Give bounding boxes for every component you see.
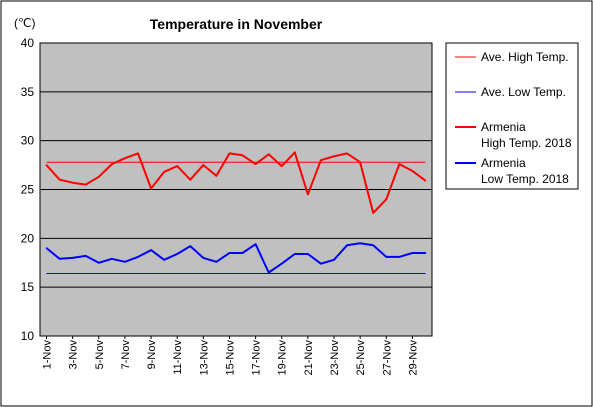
legend-box [445, 42, 579, 190]
y-tick-label: 30 [21, 134, 35, 148]
data-point [267, 271, 270, 274]
x-tick-label: 9-Nov [146, 340, 158, 370]
data-point [124, 157, 126, 160]
data-point [124, 260, 126, 263]
data-point [176, 165, 178, 167]
data-point [45, 247, 48, 249]
series-line-2 [45, 151, 427, 214]
data-point [411, 170, 414, 172]
legend-label: Armenia [481, 156, 526, 170]
x-tick-label: 23-Nov [329, 340, 341, 376]
data-point [98, 176, 100, 178]
series-line-3 [45, 242, 426, 274]
x-tick-label: 15-Nov [224, 340, 236, 376]
data-point [176, 253, 178, 255]
data-point [411, 252, 414, 254]
data-point [385, 256, 388, 258]
y-tick-label: 20 [21, 231, 35, 245]
data-point [189, 178, 192, 181]
data-point [320, 159, 322, 161]
x-tick-label: 29-Nov [407, 340, 419, 376]
legend-label: Ave. Low Temp. [481, 85, 566, 99]
data-point [98, 261, 100, 264]
data-point [84, 183, 87, 186]
chart-title: Temperature in November [150, 16, 323, 32]
data-point [280, 165, 283, 167]
x-tick-label: 13-Nov [198, 340, 210, 376]
data-point [398, 163, 401, 165]
x-tick-label: 21-Nov [303, 340, 315, 376]
data-point [346, 244, 348, 246]
legend-label: Armenia [481, 120, 526, 134]
data-point [267, 153, 270, 156]
y-tick-label: 25 [21, 183, 35, 197]
data-point [372, 212, 375, 214]
data-point [45, 164, 48, 166]
x-tick-label: 27-Nov [381, 340, 393, 376]
data-point [58, 258, 61, 260]
y-tick-label: 35 [21, 85, 35, 99]
data-point [385, 198, 388, 201]
x-tick-label: 25-Nov [355, 340, 367, 376]
data-point [71, 181, 74, 184]
x-tick-label: 17-Nov [251, 340, 263, 376]
data-point [372, 244, 375, 246]
x-tick-label: 3-Nov [68, 340, 80, 370]
data-point [294, 151, 296, 154]
y-tick-label: 40 [21, 36, 35, 50]
data-point [320, 262, 322, 265]
legend: Ave. High Temp. Ave. Low Temp. Armenia High… [445, 42, 579, 190]
legend-label: Low Temp. 2018 [481, 172, 569, 186]
x-tick-label: 19-Nov [277, 340, 289, 376]
data-point [254, 163, 257, 165]
data-point [202, 164, 205, 166]
data-point [111, 258, 113, 260]
data-point [346, 152, 348, 155]
data-point [398, 256, 401, 258]
data-point [241, 154, 244, 157]
data-point [84, 255, 87, 257]
data-point [215, 175, 218, 177]
data-point [189, 245, 192, 247]
x-tick-label: 5-Nov [94, 340, 106, 370]
unit-label: (℃) [14, 16, 35, 30]
y-tick-label: 10 [21, 329, 35, 343]
y-tick-label: 15 [21, 280, 35, 294]
data-point [424, 179, 427, 182]
data-point [58, 178, 61, 181]
data-point [359, 161, 361, 163]
data-point [150, 187, 152, 190]
data-point [163, 171, 165, 173]
legend-label: Ave. High Temp. [481, 50, 569, 64]
x-tick-label: 11-Nov [172, 340, 184, 375]
data-point [333, 155, 335, 158]
data-point [137, 256, 139, 258]
data-point [307, 193, 309, 196]
legend-label: High Temp. 2018 [481, 136, 572, 150]
data-point [280, 262, 283, 265]
data-point [424, 252, 427, 254]
data-point [254, 243, 257, 245]
x-tick-label: 1-Nov [42, 340, 54, 370]
x-tick-label: 7-Nov [120, 340, 132, 370]
data-point [333, 259, 335, 261]
data-point [137, 152, 139, 155]
plot-area: 10 15 20 25 30 35 40 1-Nov 3-Nov 5-Nov 7-Nov 9-Nov 1… [21, 36, 433, 376]
data-point [150, 249, 152, 251]
data-point [202, 257, 205, 259]
data-point [359, 242, 361, 245]
data-point [228, 252, 231, 254]
data-point [241, 252, 244, 254]
data-point [307, 253, 309, 255]
data-point [294, 253, 296, 255]
data-point [111, 163, 113, 165]
data-point [215, 260, 218, 263]
data-point [71, 257, 74, 259]
data-point [163, 259, 165, 261]
data-point [228, 152, 231, 155]
